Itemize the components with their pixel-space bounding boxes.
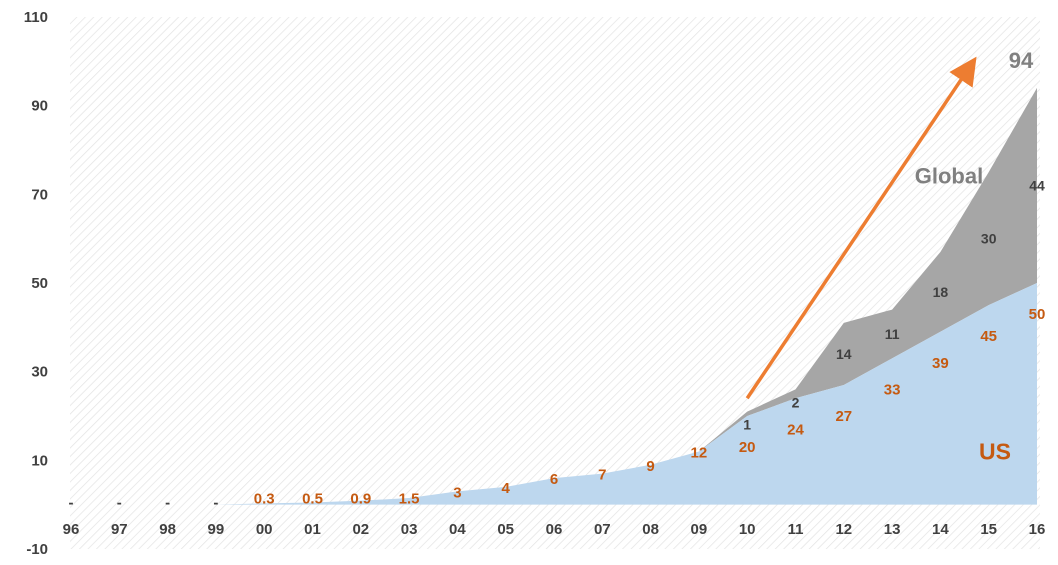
x-tick-label: 03: [401, 521, 418, 538]
x-tick-label: 12: [835, 521, 852, 538]
x-tick-label: 11: [788, 521, 804, 538]
us-data-label: 12: [691, 444, 708, 461]
x-tick-label: 07: [594, 521, 611, 538]
us-data-label: -: [213, 495, 218, 512]
y-axis: -10 10 30 50 70 90 110: [24, 9, 48, 558]
us-data-label: 50: [1029, 306, 1046, 323]
x-tick-label: 00: [256, 521, 273, 538]
area-layer: [71, 87, 1037, 505]
us-series-label: US: [979, 438, 1011, 464]
x-tick-label: 15: [980, 521, 997, 538]
us-data-label: -: [69, 495, 74, 512]
y-tick-label: 70: [31, 186, 48, 203]
x-tick-label: 14: [932, 521, 949, 538]
y-tick-label: 90: [31, 98, 48, 115]
x-tick-label: 16: [1029, 521, 1046, 538]
us-data-label: 0.9: [350, 491, 371, 508]
area-us: [71, 283, 1037, 505]
x-tick-label: 04: [449, 521, 466, 538]
us-data-label: 45: [980, 328, 997, 345]
us-data-label: 6: [550, 471, 558, 488]
us-data-label: 9: [646, 458, 654, 475]
total-annotation: 94: [1009, 48, 1034, 73]
x-tick-label: 13: [884, 521, 901, 538]
us-data-label: -: [165, 495, 170, 512]
y-tick-label: 50: [31, 275, 48, 292]
y-tick-label: -10: [26, 541, 48, 558]
us-data-label: 24: [787, 421, 804, 438]
x-tick-label: 96: [63, 521, 80, 538]
x-tick-label: 02: [352, 521, 369, 538]
x-tick-label: 98: [159, 521, 176, 538]
us-data-label: 3: [453, 484, 461, 501]
us-data-label: 7: [598, 467, 606, 484]
global-data-label: 11: [885, 326, 900, 342]
y-tick-label: 10: [31, 452, 48, 469]
us-data-label: 0.3: [254, 491, 275, 508]
x-tick-label: 05: [497, 521, 514, 538]
global-data-label: 44: [1029, 177, 1045, 193]
us-data-label: 20: [739, 439, 756, 456]
x-tick-label: 99: [208, 521, 225, 538]
global-data-label: 1: [743, 417, 751, 433]
x-tick-label: 06: [546, 521, 563, 538]
x-tick-label: 08: [642, 521, 659, 538]
global-series-label: Global: [915, 164, 983, 189]
y-tick-label: 110: [24, 9, 48, 26]
global-data-label: 2: [792, 394, 800, 410]
x-tick-label: 01: [304, 521, 321, 538]
us-data-label: 0.5: [302, 491, 323, 508]
global-data-label: 18: [933, 284, 949, 300]
global-data-label: 30: [981, 231, 997, 247]
x-tick-label: 10: [739, 521, 756, 538]
annotations: 94 Global US: [745, 48, 1034, 464]
us-data-label: 4: [502, 480, 511, 497]
us-data-label: 33: [884, 381, 901, 398]
us-data-label: 1.5: [399, 491, 420, 508]
us-data-label: 39: [932, 355, 949, 372]
us-data-label: -: [117, 495, 122, 512]
us-data-label: 27: [835, 408, 852, 425]
x-tick-label: 97: [111, 521, 128, 538]
global-data-label: 14: [836, 346, 852, 362]
growth-arrow: [745, 56, 977, 400]
y-tick-label: 30: [31, 364, 48, 381]
x-axis: 96 97 98 99 00 01 02 03 04 05 06 07 08 09 10 11 12 13 14 15…: [63, 521, 1046, 538]
x-tick-label: 09: [691, 521, 708, 538]
